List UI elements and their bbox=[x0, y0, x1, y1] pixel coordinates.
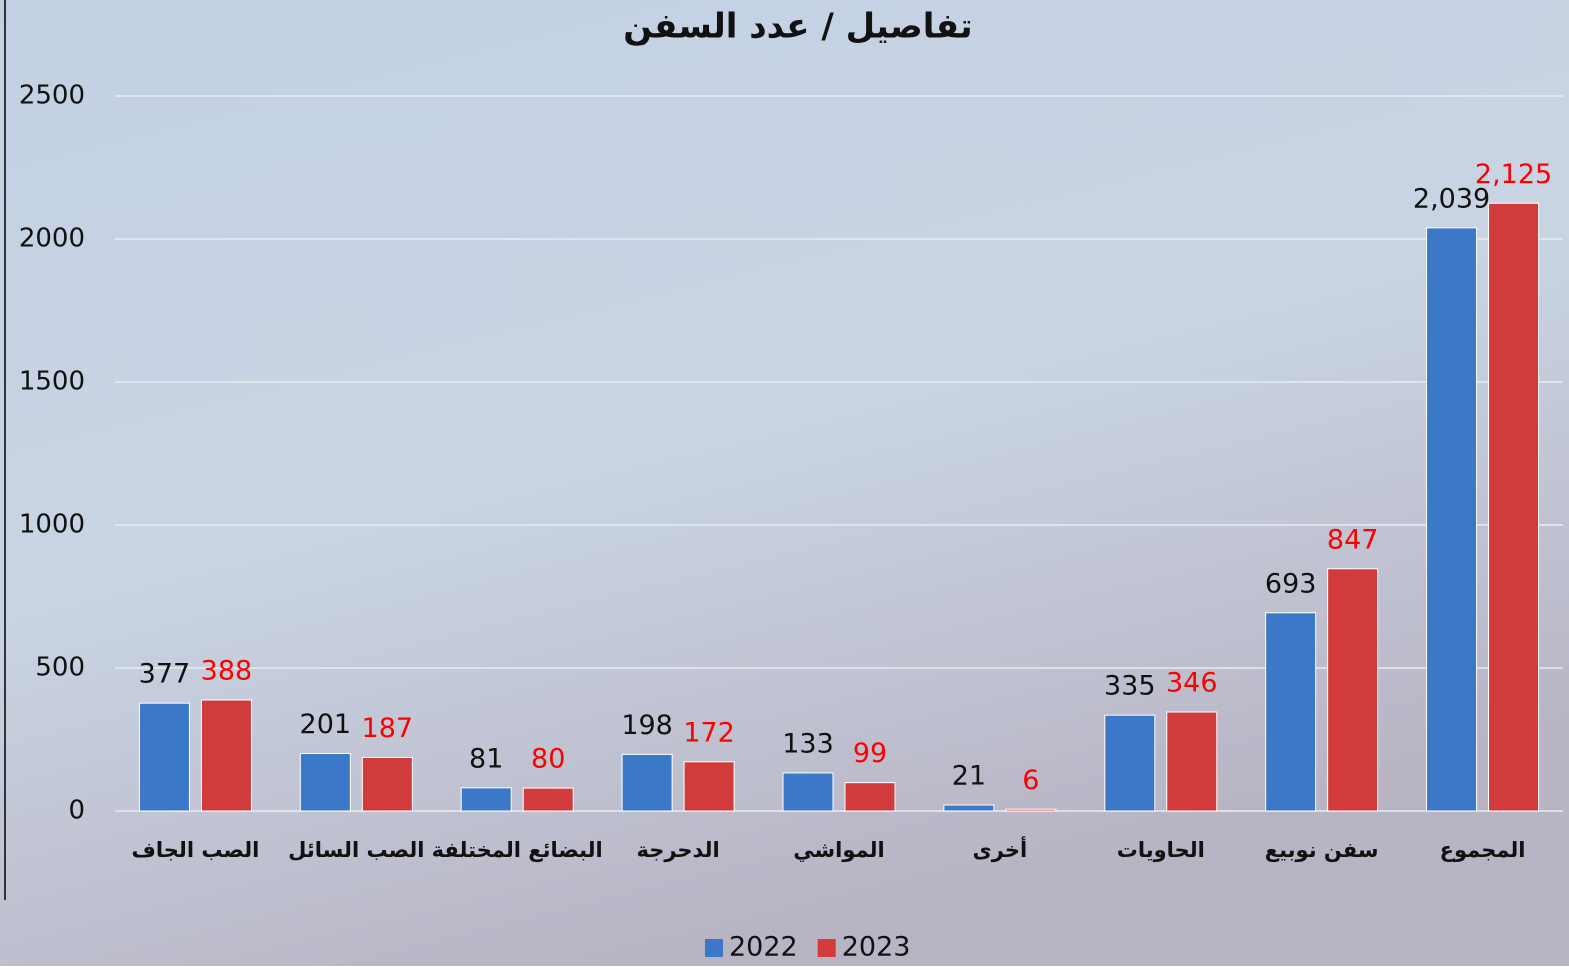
value-label: 335 bbox=[1104, 671, 1156, 702]
x-tick-label: المواشي bbox=[793, 838, 884, 862]
bar bbox=[522, 787, 574, 812]
bar bbox=[844, 782, 896, 812]
value-label: 847 bbox=[1327, 524, 1379, 555]
chart-title: تفاصيل / عدد السفن bbox=[623, 7, 972, 47]
bar bbox=[782, 772, 834, 812]
bar bbox=[460, 787, 512, 812]
value-label: 2,039 bbox=[1413, 183, 1490, 214]
legend-swatch bbox=[817, 939, 836, 957]
bar bbox=[683, 761, 735, 812]
legend-label: 2022 bbox=[729, 932, 798, 963]
legend-swatch bbox=[705, 939, 723, 957]
value-label: 377 bbox=[139, 659, 191, 690]
value-label: 80 bbox=[531, 744, 565, 775]
y-tick-label: 0 bbox=[68, 796, 85, 826]
value-label: 693 bbox=[1265, 568, 1317, 599]
value-label: 201 bbox=[300, 709, 352, 740]
value-label: 6 bbox=[1022, 765, 1039, 796]
bar bbox=[138, 702, 190, 812]
y-tick-label: 1500 bbox=[19, 367, 85, 397]
x-tick-label: البضائع المختلفة bbox=[432, 838, 603, 862]
value-label: 99 bbox=[853, 738, 887, 769]
value-label: 346 bbox=[1166, 668, 1218, 699]
bar bbox=[1426, 227, 1478, 812]
x-tick-label: سفن نوبيع bbox=[1265, 838, 1379, 862]
bar bbox=[1104, 714, 1156, 812]
x-tick-label: المجموع bbox=[1440, 838, 1526, 862]
value-label: 21 bbox=[952, 760, 986, 791]
bar bbox=[1166, 711, 1218, 812]
x-tick-label: الدحرجة bbox=[636, 838, 719, 862]
x-tick-label: الصب السائل bbox=[288, 838, 424, 862]
bar bbox=[200, 699, 252, 812]
bar bbox=[943, 804, 995, 812]
x-tick-label: الحاويات bbox=[1117, 838, 1205, 862]
legend-label: 2023 bbox=[842, 932, 911, 963]
value-label: 388 bbox=[201, 656, 253, 687]
x-tick-label: الصب الجاف bbox=[132, 838, 260, 862]
bar bbox=[1488, 202, 1540, 812]
bar bbox=[1265, 612, 1317, 812]
value-label: 81 bbox=[469, 743, 503, 774]
bar bbox=[299, 753, 351, 812]
value-label: 2,125 bbox=[1475, 159, 1552, 190]
value-label: 187 bbox=[362, 713, 414, 744]
value-label: 172 bbox=[683, 717, 735, 748]
y-tick-label: 2500 bbox=[19, 81, 85, 111]
bar bbox=[1327, 568, 1379, 812]
y-tick-label: 2000 bbox=[19, 224, 85, 254]
bar bbox=[361, 757, 413, 812]
bar bbox=[1005, 808, 1057, 812]
x-tick-label: أخرى bbox=[973, 835, 1028, 862]
value-label: 133 bbox=[782, 728, 834, 759]
value-label: 198 bbox=[621, 710, 673, 741]
bar bbox=[621, 753, 673, 812]
y-tick-label: 1000 bbox=[19, 510, 85, 540]
y-tick-label: 500 bbox=[35, 653, 85, 683]
